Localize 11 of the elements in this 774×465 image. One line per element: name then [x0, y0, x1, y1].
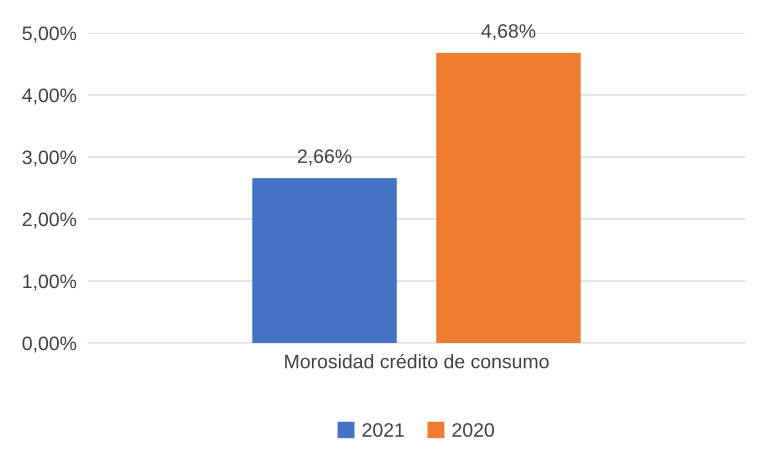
y-tick-label: 3,00% — [22, 150, 76, 167]
data-label: 4,68% — [481, 24, 536, 40]
legend-label: 2020 — [452, 423, 494, 437]
y-tick-label: 2,00% — [22, 212, 76, 229]
y-tick-label: 5,00% — [22, 26, 76, 43]
y-tick-label: 1,00% — [23, 274, 76, 291]
y-tick-label: 0,00% — [22, 336, 76, 353]
y-tick-label: 4,00% — [22, 88, 76, 105]
x-tick-label: Morosidad crédito de consumo — [285, 354, 549, 368]
legend-label: 2021 — [362, 423, 404, 437]
data-label: 2,66% — [298, 149, 352, 166]
